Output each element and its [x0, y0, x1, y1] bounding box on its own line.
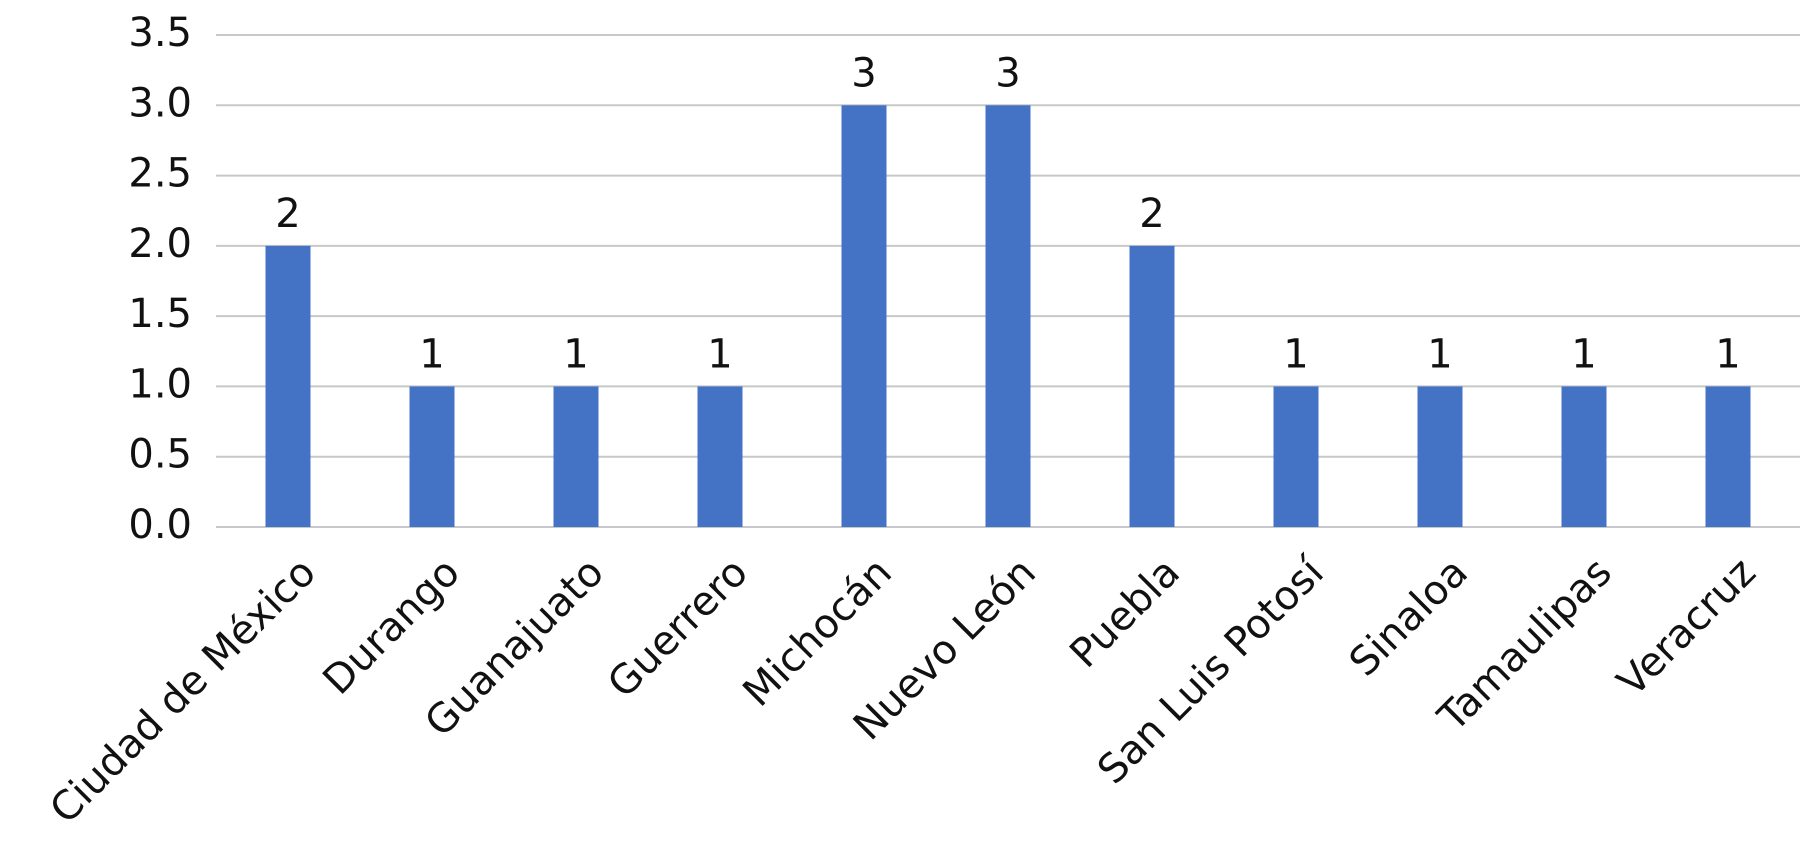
bar — [1417, 386, 1463, 527]
bar — [697, 386, 743, 527]
data-label: 1 — [419, 331, 444, 377]
x-tick-label: Sinaloa — [1341, 549, 1477, 685]
data-label: 1 — [707, 331, 732, 377]
y-tick-label: 3.5 — [128, 10, 192, 56]
bar — [1273, 386, 1319, 527]
bar — [1561, 386, 1607, 527]
data-label: 2 — [275, 191, 300, 237]
y-tick-label: 0.0 — [128, 502, 192, 548]
bar — [265, 245, 311, 527]
data-label: 1 — [563, 331, 588, 377]
data-label: 2 — [1139, 191, 1164, 237]
x-tick-label: Durango — [314, 549, 468, 703]
y-tick-label: 1.5 — [128, 291, 192, 337]
data-label: 1 — [1283, 331, 1308, 377]
x-tick-label: Ciudad de México — [41, 549, 324, 832]
y-tick-label: 2.0 — [128, 221, 192, 267]
data-label: 3 — [995, 50, 1020, 96]
data-label: 1 — [1715, 331, 1740, 377]
y-tick-label: 0.5 — [128, 432, 192, 478]
bar — [985, 105, 1031, 528]
y-tick-label: 2.5 — [128, 151, 192, 197]
x-tick-label: Guerrero — [599, 549, 757, 707]
bar — [841, 105, 887, 528]
x-tick-label: Puebla — [1061, 549, 1189, 677]
bar — [1129, 245, 1175, 527]
data-label: 1 — [1571, 331, 1596, 377]
data-label: 3 — [851, 50, 876, 96]
x-tick-label: Veracruz — [1609, 549, 1765, 705]
bar — [409, 386, 455, 527]
y-tick-label: 1.0 — [128, 361, 192, 407]
y-tick-label: 3.0 — [128, 80, 192, 126]
data-label: 1 — [1427, 331, 1452, 377]
bar — [553, 386, 599, 527]
bar — [1705, 386, 1751, 527]
